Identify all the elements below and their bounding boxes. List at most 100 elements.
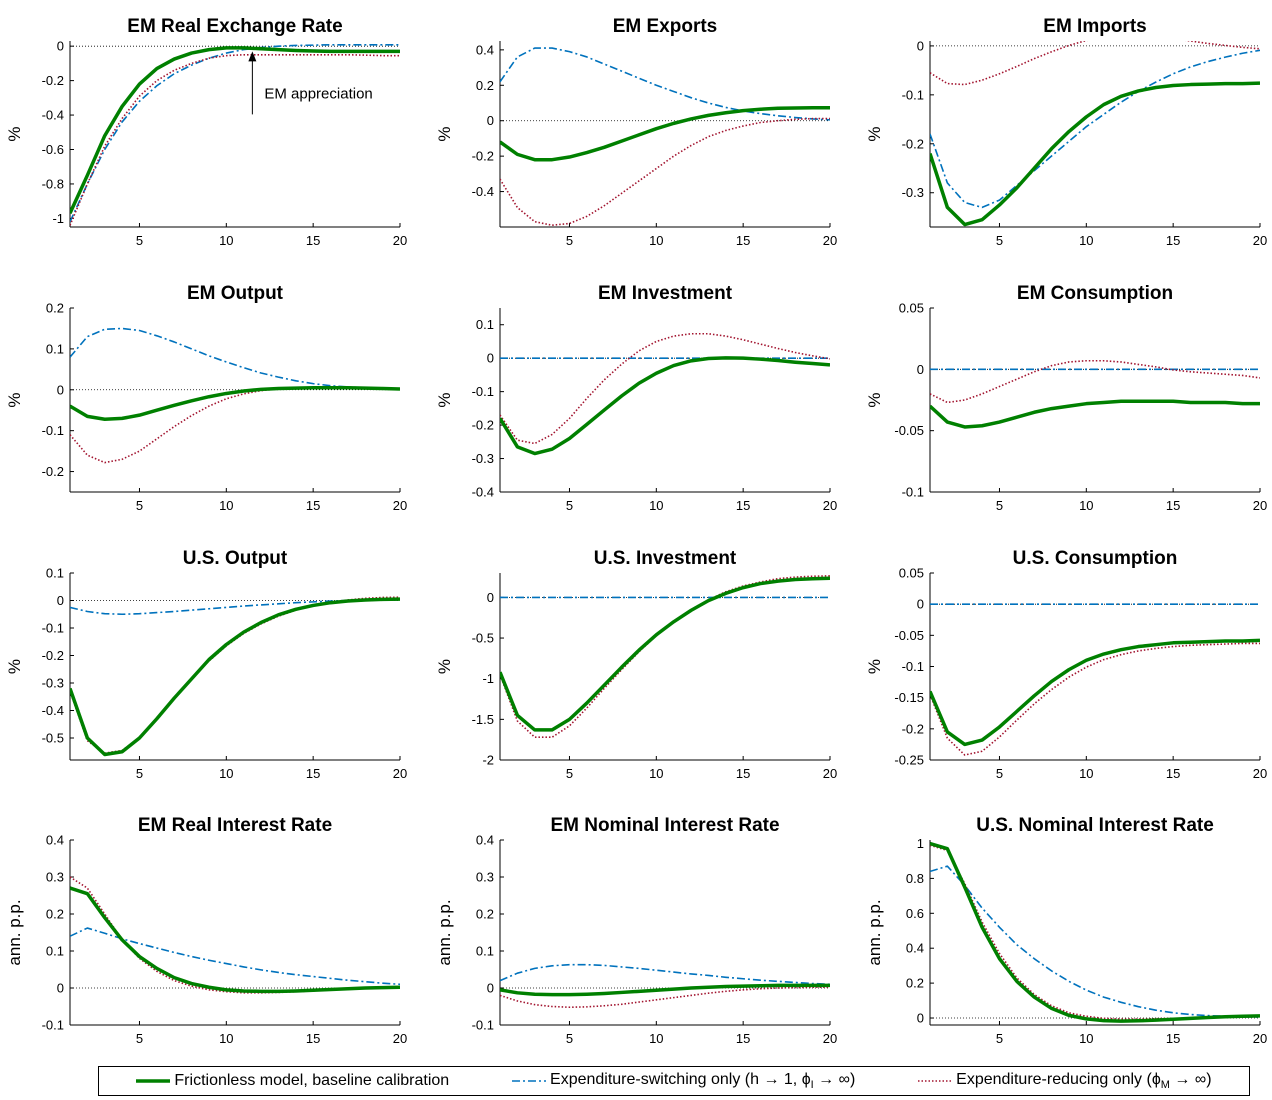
y-tick-label: 0.4 bbox=[476, 42, 494, 57]
x-tick-label: 20 bbox=[1253, 1031, 1267, 1046]
x-tick-label: 15 bbox=[736, 1031, 750, 1046]
y-axis-label: % bbox=[435, 659, 454, 674]
chart-title: EM Real Exchange Rate bbox=[127, 16, 342, 37]
series-expenditure-switching-line bbox=[930, 865, 1260, 1018]
x-tick-label: 20 bbox=[393, 1031, 407, 1046]
y-tick-label: 0.1 bbox=[476, 317, 494, 332]
y-tick-label: 0.4 bbox=[46, 833, 64, 848]
series-frictionless-line bbox=[500, 356, 830, 456]
y-tick-label: -0.2 bbox=[472, 418, 494, 433]
y-axis-label: ann. p.p. bbox=[5, 899, 24, 965]
y-tick-label: 0.6 bbox=[906, 906, 924, 921]
y-tick-label: 0.1 bbox=[46, 944, 64, 959]
y-tick-label: -2 bbox=[482, 753, 494, 768]
chart-em-imports: EM Imports% 0 -0.1 -0.2 -0.3 5 10 15 20 bbox=[865, 16, 1267, 248]
series-expenditure-reducing-line bbox=[70, 386, 400, 464]
y-tick-label: 0 bbox=[917, 597, 924, 612]
y-tick-label: -0.5 bbox=[42, 731, 64, 746]
series-expenditure-reducing-line bbox=[930, 359, 1260, 404]
y-tick-label: -0.4 bbox=[42, 108, 64, 123]
series-expenditure-switching-line bbox=[70, 927, 400, 986]
x-tick-label: 15 bbox=[306, 1031, 320, 1046]
x-tick-label: 15 bbox=[1166, 498, 1180, 513]
y-axis-label: ann. p.p. bbox=[865, 899, 884, 965]
y-tick-label: 0 bbox=[57, 981, 64, 996]
x-tick-label: 20 bbox=[823, 498, 837, 513]
x-tick-label: 20 bbox=[823, 766, 837, 781]
chart-u-s-output: U.S. Output% 0.1 0 -0.1 -0.2 -0.3 -0.4 -0.5 5 10 1… bbox=[5, 548, 407, 781]
series-expenditure-reducing-line bbox=[70, 53, 400, 226]
x-tick-label: 20 bbox=[1253, 233, 1267, 248]
x-tick-label: 15 bbox=[736, 498, 750, 513]
y-axis-label: % bbox=[435, 126, 454, 141]
legend-label-expenditure-reducing: Expenditure-reducing only (ϕM → ∞) bbox=[956, 1070, 1212, 1092]
y-tick-label: -1 bbox=[482, 671, 494, 686]
y-tick-label: -0.2 bbox=[42, 648, 64, 663]
y-tick-label: -0.2 bbox=[902, 721, 924, 736]
y-tick-label: 0 bbox=[917, 1011, 924, 1026]
x-tick-label: 5 bbox=[136, 1031, 143, 1046]
x-tick-label: 10 bbox=[649, 766, 663, 781]
x-tick-label: 20 bbox=[823, 1031, 837, 1046]
x-tick-label: 15 bbox=[1166, 233, 1180, 248]
legend-item-expenditure-switching: Expenditure-switching only (h → 1, ϕI → … bbox=[512, 1071, 855, 1091]
series-frictionless-line bbox=[70, 597, 400, 757]
y-tick-label: -0.1 bbox=[472, 384, 494, 399]
x-tick-label: 15 bbox=[736, 766, 750, 781]
x-tick-label: 15 bbox=[1166, 766, 1180, 781]
series-frictionless-line bbox=[930, 399, 1260, 429]
y-tick-label: 0.2 bbox=[906, 976, 924, 991]
y-tick-label: -0.1 bbox=[42, 621, 64, 636]
series-expenditure-reducing-line bbox=[500, 575, 830, 739]
x-tick-label: 5 bbox=[996, 233, 1003, 248]
chart-title: EM Nominal Interest Rate bbox=[550, 815, 779, 836]
y-tick-label: -0.1 bbox=[472, 1018, 494, 1033]
chart-em-real-exchange-rate: EM Real Exchange Rate% 0 -0.2 -0.4 -0.6 -0.8 -… bbox=[5, 16, 407, 248]
x-tick-label: 10 bbox=[219, 766, 233, 781]
x-tick-label: 5 bbox=[566, 766, 573, 781]
y-tick-label: -1.5 bbox=[472, 712, 494, 727]
y-tick-label: -0.5 bbox=[472, 631, 494, 646]
x-tick-label: 15 bbox=[306, 233, 320, 248]
y-tick-label: 0.1 bbox=[46, 566, 64, 581]
chart-title: U.S. Output bbox=[183, 548, 288, 569]
chart-em-exports: EM Exports% 0.4 0.2 0 -0.2 -0.4 5 10 15 20 bbox=[435, 16, 837, 248]
y-tick-label: -0.25 bbox=[894, 753, 924, 768]
x-tick-label: 10 bbox=[649, 233, 663, 248]
y-tick-label: 0.4 bbox=[476, 833, 494, 848]
x-tick-label: 5 bbox=[566, 233, 573, 248]
legend-swatch-solid bbox=[136, 1079, 171, 1083]
series-expenditure-reducing-line bbox=[930, 642, 1260, 756]
x-tick-label: 10 bbox=[1079, 1031, 1093, 1046]
x-tick-label: 20 bbox=[1253, 498, 1267, 513]
series-expenditure-switching-line bbox=[500, 963, 830, 986]
x-tick-label: 10 bbox=[649, 498, 663, 513]
series-frictionless-line bbox=[930, 638, 1260, 747]
x-tick-label: 10 bbox=[219, 498, 233, 513]
x-tick-label: 20 bbox=[393, 766, 407, 781]
chart-em-investment: EM Investment% 0.1 0 -0.1 -0.2 -0.3 -0.4 5 10 15 2… bbox=[435, 283, 837, 513]
series-expenditure-switching-line bbox=[70, 327, 400, 390]
y-tick-label: 0 bbox=[487, 981, 494, 996]
y-tick-label: -0.1 bbox=[42, 1018, 64, 1033]
legend-item-expenditure-reducing: Expenditure-reducing only (ϕM → ∞) bbox=[918, 1070, 1212, 1092]
y-tick-label: -0.15 bbox=[894, 690, 924, 705]
x-tick-label: 10 bbox=[649, 1031, 663, 1046]
series-expenditure-reducing-line bbox=[500, 117, 830, 227]
x-tick-label: 5 bbox=[566, 1031, 573, 1046]
y-tick-label: 0.3 bbox=[476, 870, 494, 885]
series-expenditure-switching-line bbox=[930, 49, 1260, 209]
series-frictionless-line bbox=[500, 983, 830, 997]
chart-em-output: EM Output% 0.2 0.1 0 -0.1 -0.2 5 10 15 20 bbox=[5, 283, 407, 513]
y-tick-label: 0 bbox=[487, 351, 494, 366]
chart-u-s-investment: U.S. Investment% 0 -0.5 -1 -1.5 -2 5 10 15 20 bbox=[435, 548, 837, 781]
y-tick-label: -0.8 bbox=[42, 176, 64, 191]
series-frictionless-line bbox=[70, 385, 400, 421]
y-tick-label: 1 bbox=[917, 836, 924, 851]
chart-u-s-nominal-interest-rate: U.S. Nominal Interest Rate ann. p.p. 1 0.8 0… bbox=[865, 815, 1267, 1046]
legend-label-frictionless: Frictionless model, baseline calibration bbox=[174, 1072, 450, 1089]
chart-em-nominal-interest-rate: EM Nominal Interest Rate ann. p.p. 0.4 0.3 0… bbox=[435, 815, 837, 1046]
x-tick-label: 5 bbox=[136, 233, 143, 248]
y-axis-label: % bbox=[5, 126, 24, 141]
